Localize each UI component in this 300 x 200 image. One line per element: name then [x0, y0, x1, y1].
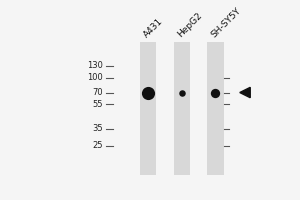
Text: 35: 35	[92, 124, 103, 133]
Point	[213, 91, 218, 94]
Text: 130: 130	[87, 61, 103, 70]
Bar	[207, 42, 224, 175]
Polygon shape	[240, 87, 250, 98]
Point	[179, 91, 184, 94]
Point	[146, 91, 150, 94]
Bar	[140, 42, 156, 175]
Bar	[173, 42, 190, 175]
Text: A431: A431	[142, 17, 164, 39]
Text: HepG2: HepG2	[175, 11, 203, 39]
Text: 70: 70	[92, 88, 103, 97]
Text: 25: 25	[92, 141, 103, 150]
Text: 100: 100	[87, 73, 103, 82]
Text: SH-SY5Y: SH-SY5Y	[209, 6, 242, 39]
Text: 55: 55	[92, 100, 103, 109]
